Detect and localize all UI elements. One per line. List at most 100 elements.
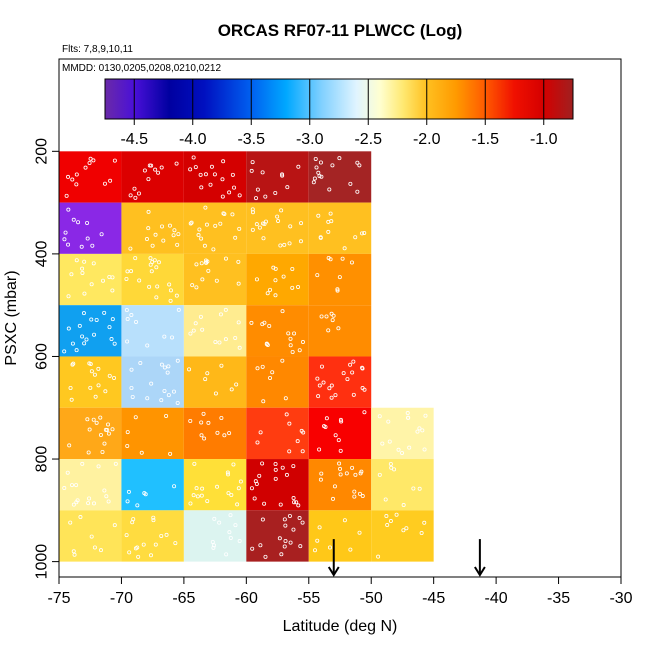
- x-tick-label: -75: [47, 590, 70, 607]
- heatmap-cell: [59, 407, 122, 460]
- sample-point: [167, 282, 172, 287]
- sample-point: [159, 165, 164, 170]
- sample-point: [287, 513, 292, 518]
- sample-point: [199, 493, 204, 498]
- y-axis: 200 400 600 800 1000: [34, 138, 59, 579]
- heatmap-cell: [308, 459, 372, 511]
- sample-point: [348, 547, 353, 552]
- sample-point: [168, 298, 173, 303]
- sample-point: [317, 525, 322, 530]
- sample-point: [263, 554, 268, 559]
- sample-point: [65, 470, 70, 475]
- sample-point: [212, 543, 217, 548]
- sample-point: [417, 486, 422, 491]
- sample-point: [417, 426, 422, 431]
- sample-point: [106, 422, 111, 427]
- sample-point: [99, 232, 104, 237]
- sample-point: [340, 256, 345, 261]
- sample-point: [162, 388, 167, 393]
- sample-point: [217, 520, 222, 525]
- sample-point: [326, 328, 331, 333]
- sample-point: [74, 258, 79, 263]
- sample-point: [80, 266, 85, 271]
- sample-point: [321, 380, 326, 385]
- sample-point: [188, 419, 193, 424]
- sample-point: [233, 335, 238, 340]
- sample-point: [273, 190, 278, 195]
- sample-point: [268, 375, 273, 380]
- dates-subtitle: MMDD: 0130,0205,0208,0210,0212: [62, 63, 221, 74]
- sample-point: [154, 295, 159, 300]
- sample-point: [192, 461, 197, 466]
- sample-point: [213, 339, 218, 344]
- sample-point: [286, 331, 291, 336]
- heatmap-cell: [308, 202, 372, 254]
- sample-point: [260, 461, 265, 466]
- sample-point: [233, 523, 238, 528]
- sample-point: [267, 323, 272, 328]
- sample-point: [280, 173, 285, 178]
- sample-point: [205, 499, 210, 504]
- sample-point: [422, 447, 427, 452]
- sample-point: [76, 220, 81, 225]
- sample-point: [250, 160, 255, 165]
- sample-point: [112, 523, 117, 528]
- sample-point: [87, 161, 92, 166]
- sample-point: [196, 233, 201, 238]
- sample-point: [330, 496, 335, 501]
- sample-point: [220, 194, 225, 199]
- sample-point: [125, 339, 130, 344]
- sample-point: [333, 393, 338, 398]
- sample-point: [156, 170, 161, 175]
- sample-point: [273, 293, 278, 298]
- heatmap-cell: [308, 407, 372, 460]
- colorbar-tick-label: -2.0: [413, 131, 441, 148]
- sample-point: [335, 288, 340, 293]
- y-tick-label: 400: [34, 240, 51, 267]
- sample-point: [377, 414, 382, 419]
- sample-point: [133, 546, 138, 551]
- sample-point: [200, 327, 205, 332]
- sample-point: [355, 189, 360, 194]
- sample-point: [102, 488, 107, 493]
- sample-point: [107, 373, 112, 378]
- sample-point: [109, 337, 114, 342]
- heatmap-cell: [246, 151, 309, 203]
- sample-point: [362, 410, 367, 415]
- sample-point: [85, 236, 90, 241]
- sample-point: [230, 212, 235, 217]
- sample-point: [264, 342, 269, 347]
- sample-point: [213, 391, 218, 396]
- sample-point: [285, 185, 290, 190]
- sample-point: [254, 196, 259, 201]
- sample-point: [85, 417, 90, 422]
- sample-point: [258, 543, 263, 548]
- sample-point: [137, 278, 142, 283]
- sample-point: [77, 323, 82, 328]
- sample-point: [419, 531, 424, 536]
- sample-point: [200, 277, 205, 282]
- heatmap-cell: [246, 305, 309, 357]
- sample-point: [232, 185, 237, 190]
- sample-point: [280, 309, 285, 314]
- sample-point: [254, 222, 259, 227]
- sample-point: [74, 483, 79, 488]
- sample-point: [85, 220, 90, 225]
- sample-point: [145, 396, 150, 401]
- sample-point: [401, 503, 406, 508]
- sample-point: [392, 467, 397, 472]
- heatmap-cell: [246, 253, 309, 306]
- sample-point: [401, 528, 406, 533]
- sample-point: [94, 317, 99, 322]
- heatmap-cell: [121, 510, 184, 562]
- sample-point: [258, 430, 263, 435]
- sample-point: [203, 377, 208, 382]
- x-tick-label: -50: [360, 590, 383, 607]
- sample-point: [81, 311, 86, 316]
- sample-point: [72, 552, 77, 557]
- sample-point: [112, 158, 117, 163]
- sample-point: [107, 325, 112, 330]
- sample-point: [280, 358, 285, 363]
- sample-point: [342, 518, 347, 523]
- sample-point: [273, 467, 278, 472]
